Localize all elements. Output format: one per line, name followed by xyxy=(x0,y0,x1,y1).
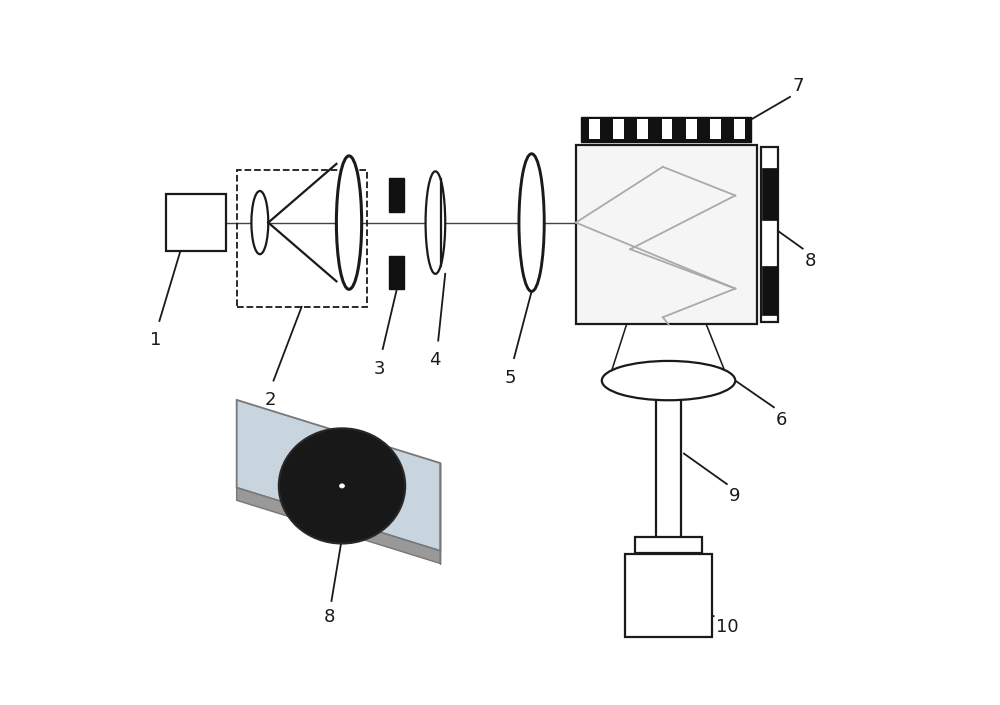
Bar xyxy=(576,145,757,324)
Ellipse shape xyxy=(519,154,544,291)
Bar xyxy=(734,119,745,139)
Text: 8: 8 xyxy=(324,608,335,626)
Text: 6: 6 xyxy=(776,412,787,429)
Ellipse shape xyxy=(279,429,405,544)
Bar xyxy=(389,256,404,289)
Bar xyxy=(762,168,777,221)
Bar xyxy=(686,119,697,139)
Bar xyxy=(625,554,712,637)
Text: 10: 10 xyxy=(716,618,739,636)
Bar xyxy=(637,119,648,139)
Bar xyxy=(581,116,751,142)
Polygon shape xyxy=(237,488,440,563)
Text: 3: 3 xyxy=(373,360,385,377)
Bar xyxy=(761,147,778,322)
Ellipse shape xyxy=(426,171,445,274)
Bar xyxy=(710,119,721,139)
Text: 1: 1 xyxy=(150,331,162,350)
Text: 7: 7 xyxy=(792,78,804,95)
Ellipse shape xyxy=(340,484,344,488)
Bar xyxy=(662,119,672,139)
Bar xyxy=(635,537,702,553)
Bar xyxy=(389,178,404,212)
Text: 4: 4 xyxy=(429,351,440,369)
Bar xyxy=(166,195,226,251)
Text: 9: 9 xyxy=(729,487,740,505)
Ellipse shape xyxy=(251,191,268,255)
Bar xyxy=(589,119,600,139)
Polygon shape xyxy=(237,400,440,551)
Text: 8: 8 xyxy=(805,252,816,270)
Bar xyxy=(237,170,367,307)
Ellipse shape xyxy=(602,361,735,400)
Bar xyxy=(762,266,777,315)
Ellipse shape xyxy=(336,156,362,289)
Bar xyxy=(613,119,624,139)
Text: 5: 5 xyxy=(505,369,516,386)
Text: 2: 2 xyxy=(264,391,276,409)
